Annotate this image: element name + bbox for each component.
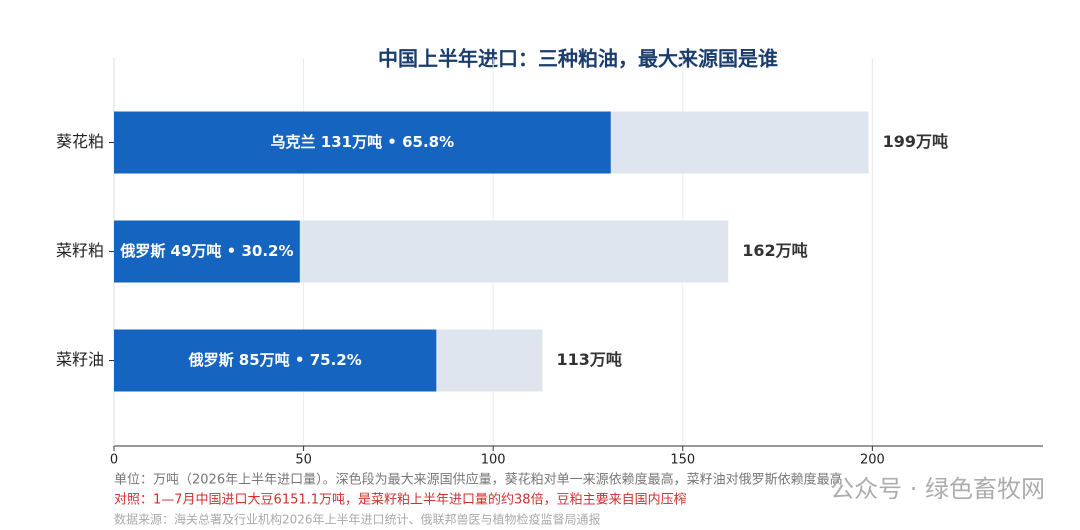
x-tick-label: 50 bbox=[295, 453, 312, 468]
watermark: 公众号 · 绿色畜牧网 bbox=[830, 475, 1045, 503]
value-label: 乌克兰 131万吨 • 65.8% bbox=[271, 133, 455, 151]
value-label: 113万吨 bbox=[556, 350, 621, 369]
bar bbox=[114, 329, 437, 392]
value-label: 俄罗斯 85万吨 • 75.2% bbox=[188, 351, 362, 369]
value-label: 162万吨 bbox=[742, 241, 807, 260]
x-tick-label: 150 bbox=[670, 453, 695, 468]
y-tick-label: 葵花粕 bbox=[56, 132, 104, 151]
value-label: 俄罗斯 49万吨 • 30.2% bbox=[119, 242, 293, 260]
note: 数据来源：海关总署及行业机构2026年上半年进口统计、俄联邦兽医与植物检疫监督局… bbox=[114, 512, 601, 527]
value-label: 199万吨 bbox=[883, 132, 948, 151]
chart-title: 中国上半年进口：三种粕油，最大来源国是谁 bbox=[378, 47, 778, 71]
x-tick-label: 0 bbox=[110, 453, 118, 468]
bar bbox=[114, 220, 300, 283]
y-tick-label: 菜籽粕 bbox=[56, 241, 104, 260]
note: 对照：1—7月中国进口大豆6151.1万吨，是菜籽粕上半年进口量的约38倍，豆粕… bbox=[114, 492, 687, 508]
y-tick-label: 菜籽油 bbox=[56, 350, 104, 369]
x-tick-label: 100 bbox=[481, 453, 506, 468]
x-tick-label: 200 bbox=[860, 453, 885, 468]
note: 单位：万吨（2026年上半年进口量）。深色段为最大来源国供应量，葵花粕对单一来源… bbox=[114, 472, 843, 488]
bar bbox=[114, 111, 611, 174]
